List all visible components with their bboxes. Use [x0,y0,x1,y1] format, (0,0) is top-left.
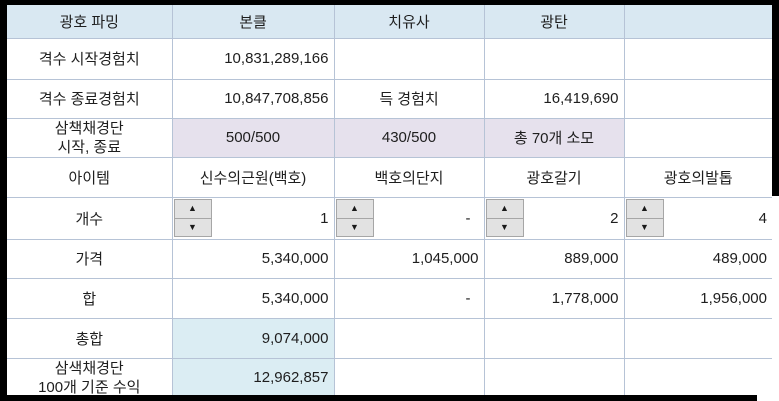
header-cell-bonkle: 본클 [172,5,335,39]
row-profit-per-100: 삼색채경단 100개 기준 수익 12,962,857 [7,358,772,397]
dan-consumed-cell: 총 70개 소모 [484,118,625,158]
value-cell: 10,831,289,166 [172,38,335,80]
item-name-cell: 신수의근원(백호) [172,157,335,198]
item-name-cell: 광호갈기 [484,157,625,198]
item-name-cell: 광호의발톱 [624,157,772,198]
spinner-down-button[interactable]: ▼ [625,217,664,237]
count-value: 1 [320,209,329,227]
value-cell [624,318,772,359]
down-arrow-icon: ▼ [500,221,509,232]
sum-cell: 5,340,000 [172,278,335,319]
value-cell [624,79,772,119]
spinner-up-button[interactable]: ▲ [173,199,212,219]
outer-border-right [772,0,779,196]
header-cell-gwangtan: 광탄 [484,5,625,39]
spinner-up-button[interactable]: ▲ [625,199,664,219]
value-cell [334,38,485,80]
up-arrow-icon: ▲ [500,203,509,214]
price-cell: 5,340,000 [172,239,335,279]
outer-border-bottom [0,395,757,401]
row-label: 총합 [7,318,173,359]
down-arrow-icon: ▼ [350,221,359,232]
header-cell-title: 광호 파밍 [7,5,173,39]
value-cell [334,358,485,397]
value-cell: 16,419,690 [484,79,625,119]
count-spinner[interactable]: ▲ ▼ [625,199,664,237]
row-label-line1: 삼책채경단 [54,119,124,137]
header-cell-empty [624,5,772,39]
row-label-line2: 100개 기준 수익 [38,378,141,396]
count-cell: ▲ ▼ - [334,197,485,240]
value-cell [484,318,625,359]
row-dan-start-end: 삼책채경단 시작, 종료 500/500 430/500 총 70개 소모 [7,118,772,158]
up-arrow-icon: ▲ [640,203,649,214]
farming-table: 광호 파밍 본클 치유사 광탄 격수 시작경험치 10,831,289,166 … [7,5,772,397]
value-cell [624,118,772,158]
value-cell [334,318,485,359]
sum-cell: 1,778,000 [484,278,625,319]
outer-border-top [0,0,779,5]
row-label: 삼색채경단 100개 기준 수익 [7,358,173,397]
outer-border-left [0,0,7,401]
count-cell: ▲ ▼ 1 [172,197,335,240]
count-cell: ▲ ▼ 4 [624,197,772,240]
spinner-down-button[interactable]: ▼ [173,217,212,237]
row-end-exp: 격수 종료경험치 10,847,708,856 득 경험치 16,419,690 [7,79,772,119]
row-label: 개수 [7,197,173,240]
total-cell: 9,074,000 [172,318,335,359]
count-value: 2 [610,209,619,227]
count-cell: ▲ ▼ 2 [484,197,625,240]
count-value: 4 [758,209,767,227]
row-count: 개수 ▲ ▼ 1 ▲ ▼ - ▲ ▼ 2 [7,197,772,240]
spinner-up-button[interactable]: ▲ [485,199,524,219]
count-value: - [465,209,471,227]
row-item: 아이템 신수의근원(백호) 백호의단지 광호갈기 광호의발톱 [7,157,772,198]
spinner-down-button[interactable]: ▼ [485,217,524,237]
row-label-line1: 삼색채경단 [54,359,124,377]
row-start-exp: 격수 시작경험치 10,831,289,166 [7,38,772,80]
sum-cell: - [334,278,485,319]
price-cell: 489,000 [624,239,772,279]
spinner-up-button[interactable]: ▲ [335,199,374,219]
row-label: 합 [7,278,173,319]
row-label: 격수 종료경험치 [7,79,173,119]
down-arrow-icon: ▼ [188,221,197,232]
row-label: 격수 시작경험치 [7,38,173,80]
up-arrow-icon: ▲ [350,203,359,214]
spinner-down-button[interactable]: ▼ [335,217,374,237]
row-label: 가격 [7,239,173,279]
row-label: 삼책채경단 시작, 종료 [7,118,173,158]
value-cell [484,358,625,397]
row-label: 아이템 [7,157,173,198]
dan-count-cell: 430/500 [334,118,485,158]
price-cell: 1,045,000 [334,239,485,279]
row-total: 총합 9,074,000 [7,318,772,359]
row-price: 가격 5,340,000 1,045,000 889,000 489,000 [7,239,772,279]
profit-cell: 12,962,857 [172,358,335,397]
count-spinner[interactable]: ▲ ▼ [173,199,212,237]
value-cell [484,38,625,80]
table-header-row: 광호 파밍 본클 치유사 광탄 [7,5,772,39]
value-cell: 10,847,708,856 [172,79,335,119]
item-name-cell: 백호의단지 [334,157,485,198]
value-cell [624,38,772,80]
row-sum: 합 5,340,000 - 1,778,000 1,956,000 [7,278,772,319]
gained-exp-label: 득 경험치 [334,79,485,119]
count-spinner[interactable]: ▲ ▼ [485,199,524,237]
count-spinner[interactable]: ▲ ▼ [335,199,374,237]
value-cell [624,358,772,397]
header-cell-healer: 치유사 [334,5,485,39]
up-arrow-icon: ▲ [188,203,197,214]
sum-cell: 1,956,000 [624,278,772,319]
row-label-line2: 시작, 종료 [57,138,122,156]
price-cell: 889,000 [484,239,625,279]
dan-count-cell: 500/500 [172,118,335,158]
down-arrow-icon: ▼ [640,221,649,232]
